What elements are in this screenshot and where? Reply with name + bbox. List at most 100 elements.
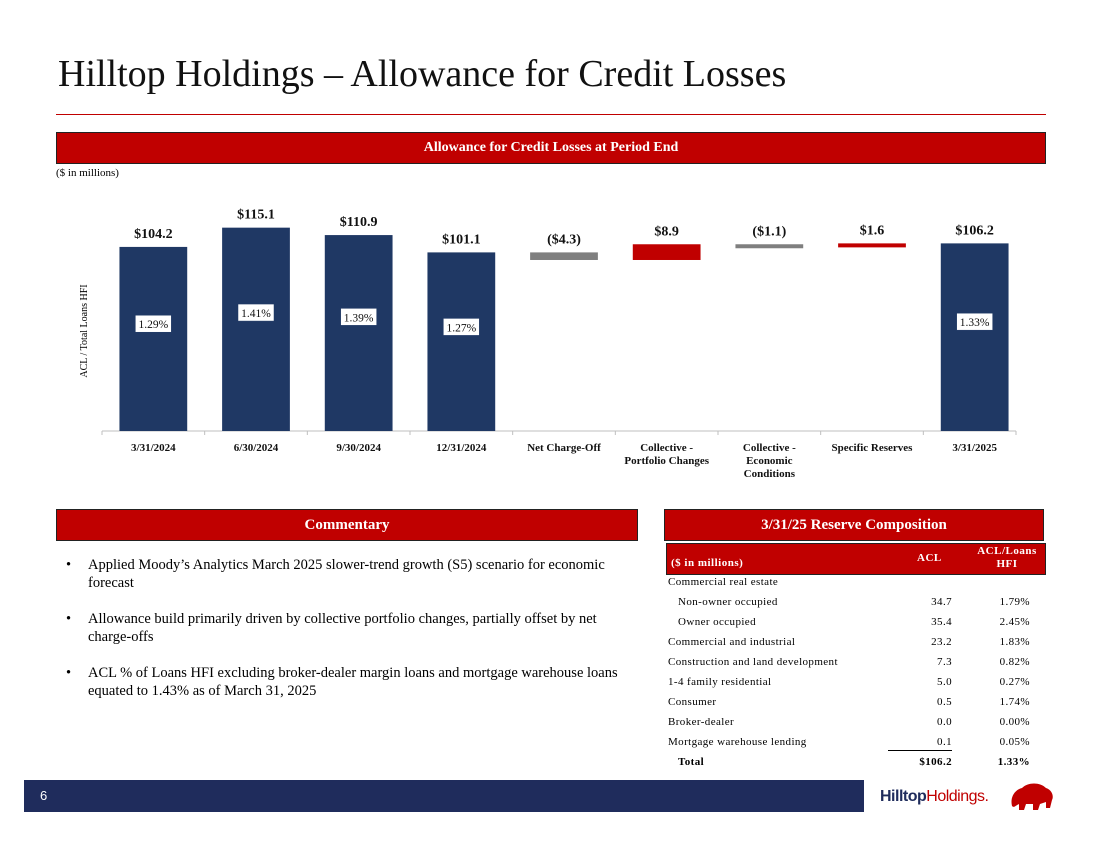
commentary-item: • ACL % of Loans HFI excluding broker-de… — [66, 664, 626, 700]
bullet-icon: • — [66, 557, 72, 573]
reserve-row-pct: 0.82% — [999, 656, 1030, 668]
value-label: ($1.1) — [752, 224, 786, 239]
ratio-label: 1.39% — [344, 312, 374, 324]
reserve-col-ratio-line2: HFI — [996, 558, 1018, 570]
category-label: Economic — [746, 455, 793, 467]
value-label: $1.6 — [860, 223, 885, 238]
bullet-icon: • — [66, 665, 72, 681]
category-label: 12/31/2024 — [436, 442, 487, 454]
category-label: Collective - — [640, 442, 693, 454]
bar-total — [324, 235, 393, 431]
ratio-label: 1.29% — [138, 319, 168, 331]
category-label: Specific Reserves — [832, 442, 914, 454]
logo-mark: . — [984, 788, 989, 805]
page-number: 6 — [40, 788, 48, 803]
reserve-row-pct: 0.00% — [999, 716, 1030, 728]
category-label: Portfolio Changes — [624, 455, 709, 467]
reserve-row-broker-dealer: Broker-dealer 0.0 0.00% — [668, 713, 1046, 733]
logo-wordmark: HilltopHoldings. — [880, 788, 989, 806]
reserve-row-acl: $106.2 — [919, 756, 952, 768]
units-note: ($ in millions) — [56, 167, 119, 179]
reserve-col-acl: ACL — [917, 552, 942, 564]
reserve-table-header: ($ in millions) ACL ACL/Loans HFI — [666, 543, 1046, 575]
bar-total — [119, 246, 188, 431]
reserve-row-pct: 1.33% — [997, 756, 1030, 768]
reserve-row-pct: 1.74% — [999, 696, 1030, 708]
reserve-row-pct: 1.83% — [999, 636, 1030, 648]
ratio-label-box — [237, 303, 275, 322]
value-label: $101.1 — [442, 232, 481, 247]
reserve-row-acl: 5.0 — [937, 676, 952, 688]
ratio-label: 1.41% — [241, 308, 271, 320]
value-label: $110.9 — [340, 215, 378, 230]
commentary-text: ACL % of Loans HFI excluding broker-deal… — [88, 665, 618, 699]
category-label: 3/31/2025 — [952, 442, 997, 454]
ratio-label-box — [956, 312, 993, 331]
acl-waterfall-chart: ACL / Total Loans HFI $104.2 3/31/2024 1.29… — [79, 208, 1017, 480]
footer-bar: 6 — [24, 780, 864, 812]
bar-increase — [632, 244, 701, 260]
reserve-row-family-residential: 1-4 family residential 5.0 0.27% — [668, 673, 1046, 693]
reserve-row-mortgage-warehouse: Mortgage warehouse lending 0.1 0.05% — [668, 733, 1046, 753]
reserve-col-ratio-line1: ACL/Loans — [977, 545, 1037, 557]
reserve-row-non-owner-occupied: Non-owner occupied 34.7 1.79% — [668, 593, 1046, 613]
reserve-row-label: Mortgage warehouse lending — [668, 736, 807, 748]
reserve-row-label: Consumer — [668, 696, 717, 708]
value-label: $106.2 — [955, 223, 994, 238]
reserve-composition-header: 3/31/25 Reserve Composition — [664, 509, 1044, 541]
reserve-row-owner-occupied: Owner occupied 35.4 2.45% — [668, 613, 1046, 633]
reserve-row-pct: 0.05% — [999, 736, 1030, 748]
category-label: 9/30/2024 — [336, 442, 381, 454]
reserve-row-label: Commercial real estate — [668, 576, 779, 588]
bar-total — [940, 243, 1009, 431]
chart-section-header: Allowance for Credit Losses at Period En… — [56, 132, 1046, 164]
commentary-item: • Allowance build primarily driven by co… — [66, 610, 626, 646]
commentary-list: • Applied Moody’s Analytics March 2025 s… — [66, 556, 626, 718]
reserve-row-acl: 23.2 — [931, 636, 952, 648]
reserve-row-acl: 0.1 — [937, 736, 952, 748]
reserve-row-label: Commercial and industrial — [668, 636, 796, 648]
bullet-icon: • — [66, 611, 72, 627]
reserve-row-label: Total — [678, 756, 705, 768]
reserve-row-label: Broker-dealer — [668, 716, 735, 728]
hilltop-logo: HilltopHoldings. — [880, 776, 1060, 816]
reserve-row-label: Non-owner occupied — [678, 596, 778, 608]
reserve-row-label: Owner occupied — [678, 616, 756, 628]
ratio-label-box — [135, 314, 172, 333]
logo-part1: Hilltop — [880, 788, 927, 805]
reserve-row-acl: 35.4 — [931, 616, 952, 628]
category-label: 3/31/2024 — [131, 442, 176, 454]
page-title: Hilltop Holdings – Allowance for Credit … — [58, 53, 787, 95]
value-label: $104.2 — [134, 227, 173, 242]
commentary-header: Commentary — [56, 509, 638, 541]
title-divider — [56, 114, 1046, 115]
reserve-row-acl: 34.7 — [931, 596, 952, 608]
reserve-row-construction: Construction and land development 7.3 0.… — [668, 653, 1046, 673]
value-label: $115.1 — [237, 208, 275, 223]
reserve-col-label: ($ in millions) — [671, 557, 744, 569]
reserve-row-pct: 0.27% — [999, 676, 1030, 688]
reserve-row-commercial-real-estate: Commercial real estate — [668, 573, 1046, 593]
value-label: $8.9 — [654, 224, 679, 239]
y-axis-label: ACL / Total Loans HFI — [79, 284, 90, 377]
reserve-row-label: Construction and land development — [668, 656, 838, 668]
logo-part2: Holdings — [926, 788, 985, 805]
ratio-label-box — [340, 308, 377, 326]
reserve-row-acl: 0.0 — [937, 716, 952, 728]
reserve-row-consumer: Consumer 0.5 1.74% — [668, 693, 1046, 713]
category-label: Net Charge-Off — [527, 442, 601, 454]
reserve-row-acl: 0.5 — [937, 696, 952, 708]
category-label: 6/30/2024 — [234, 442, 279, 454]
ratio-label: 1.27% — [446, 322, 476, 334]
value-label: ($4.3) — [547, 232, 581, 247]
bar-total — [222, 227, 290, 431]
category-label: Conditions — [744, 468, 796, 480]
reserve-row-pct: 2.45% — [999, 616, 1030, 628]
ratio-label: 1.33% — [960, 317, 990, 329]
category-label: Collective - — [743, 442, 796, 454]
commentary-text: Applied Moody’s Analytics March 2025 slo… — [88, 557, 605, 591]
bar-increase — [838, 243, 906, 248]
reserve-row-total: Total $106.2 1.33% — [668, 753, 1046, 773]
reserve-row-acl: 7.3 — [937, 656, 952, 668]
ratio-label-box — [443, 318, 480, 336]
